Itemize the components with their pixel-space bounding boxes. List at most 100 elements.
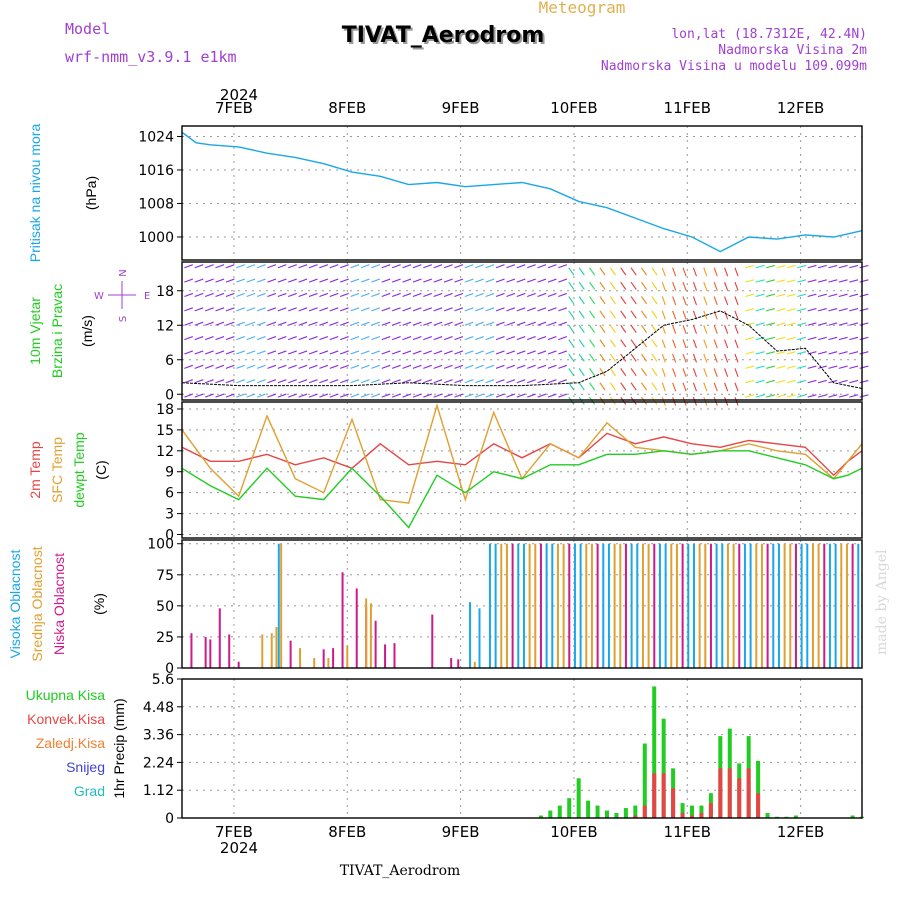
cloud-bar bbox=[209, 639, 212, 668]
wind-barb bbox=[319, 264, 329, 269]
wind-barb bbox=[609, 396, 616, 405]
wind-barb bbox=[464, 393, 474, 398]
wind-barb bbox=[215, 393, 225, 398]
ylabel: 2m Temp bbox=[27, 441, 43, 499]
panel-frame bbox=[181, 678, 863, 819]
wind-barb bbox=[204, 307, 214, 312]
wind-barb bbox=[599, 339, 606, 348]
wind-barb bbox=[745, 336, 755, 341]
bottom-date-tick: 11FEB bbox=[664, 823, 711, 841]
wind-barb bbox=[277, 350, 287, 355]
wind-barb bbox=[402, 336, 412, 341]
wind-barb bbox=[475, 364, 484, 369]
ytick-label: 9 bbox=[165, 465, 174, 481]
wind-barb bbox=[682, 296, 687, 306]
cloud-bar bbox=[721, 543, 724, 668]
cloud-bar bbox=[664, 543, 667, 668]
cloud-bar bbox=[579, 543, 582, 668]
wind-barb bbox=[360, 292, 370, 298]
wind-barb bbox=[495, 307, 505, 312]
wind-barb bbox=[360, 321, 370, 326]
wind-speed-line bbox=[181, 310, 863, 389]
wind-barb bbox=[724, 310, 729, 320]
cloud-bar bbox=[698, 543, 701, 668]
wind-barb bbox=[236, 393, 245, 398]
ytick-label: 12 bbox=[156, 318, 174, 334]
wind-barb bbox=[319, 364, 329, 369]
wind-barb bbox=[838, 322, 848, 326]
wind-barb bbox=[817, 264, 827, 269]
wind-barb bbox=[599, 368, 606, 377]
cloud-bar bbox=[783, 543, 786, 668]
wind-barb bbox=[506, 393, 516, 398]
wind-barb bbox=[423, 292, 432, 298]
precip-bar bbox=[652, 686, 657, 818]
wind-barb bbox=[246, 350, 256, 355]
ylabel: Srednja Oblacnost bbox=[29, 546, 45, 661]
wind-barb bbox=[402, 321, 412, 326]
wind-barb bbox=[204, 278, 214, 283]
wind-barb bbox=[506, 350, 516, 355]
wind-barb bbox=[360, 336, 370, 341]
wind-barb bbox=[225, 307, 235, 312]
wind-barb bbox=[672, 339, 677, 349]
wind-barb bbox=[755, 279, 765, 283]
wind-barb bbox=[267, 364, 277, 369]
wind-barb bbox=[516, 350, 526, 355]
bottom-date-tick: 9FEB bbox=[442, 823, 480, 841]
wind-barb bbox=[527, 350, 536, 355]
wind-barb bbox=[849, 279, 859, 283]
cloud-bar bbox=[313, 658, 316, 668]
wind-barb bbox=[609, 353, 616, 362]
wind-barb bbox=[391, 379, 401, 384]
wind-barb bbox=[433, 393, 443, 398]
wind-barb bbox=[298, 307, 308, 312]
precip-bar bbox=[699, 813, 704, 818]
wind-barb bbox=[661, 382, 666, 392]
wind-barb bbox=[703, 281, 708, 291]
wind-barb bbox=[433, 264, 443, 269]
wind-barb bbox=[516, 336, 526, 341]
ytick-label: 0 bbox=[165, 387, 174, 403]
wind-barb bbox=[599, 324, 606, 333]
wind-barb bbox=[578, 368, 585, 377]
wind-barb bbox=[547, 264, 557, 269]
wind-barb bbox=[319, 321, 329, 326]
year-top: 2024 bbox=[220, 86, 258, 104]
watermark: made by Angel bbox=[874, 549, 890, 655]
wind-barb bbox=[256, 393, 266, 398]
bottom-date-tick: 8FEB bbox=[328, 823, 366, 841]
wind-barb bbox=[475, 278, 484, 283]
wind-barb bbox=[765, 365, 775, 369]
panel-1: 0 6 12 18 10m Vjetar Brzina i Pravac (m/s) N S W E bbox=[27, 261, 869, 406]
wind-barb bbox=[672, 353, 677, 363]
elevation: Nadmorska Visina 2m bbox=[718, 43, 867, 58]
wind-barb bbox=[734, 310, 739, 320]
wind-barb bbox=[215, 278, 225, 283]
wind-barb bbox=[246, 307, 256, 312]
cloud-bar bbox=[789, 543, 792, 668]
wind-barb bbox=[423, 393, 432, 398]
wind-barb bbox=[288, 336, 297, 341]
wind-barb bbox=[204, 393, 214, 398]
wind-barb bbox=[537, 292, 547, 298]
wind-barb bbox=[578, 396, 585, 405]
wind-barb bbox=[246, 292, 256, 298]
ytick-label: 1000 bbox=[138, 230, 174, 246]
wind-barb bbox=[859, 351, 869, 355]
wind-barb bbox=[589, 281, 596, 290]
wind-barb bbox=[402, 350, 412, 355]
wind-barb bbox=[797, 394, 807, 398]
wind-barb bbox=[412, 379, 422, 384]
wind-barb bbox=[558, 336, 568, 341]
wind-barb bbox=[423, 321, 432, 326]
wind-barb bbox=[308, 336, 318, 341]
wind-barb bbox=[319, 336, 329, 341]
precip-bar bbox=[718, 768, 723, 818]
cloud-bar bbox=[726, 543, 729, 668]
wind-barb bbox=[454, 264, 464, 269]
wind-barb bbox=[485, 278, 495, 283]
wind-barb bbox=[672, 310, 677, 320]
footer-station: TIVAT_Aerodrom bbox=[340, 863, 461, 879]
wind-barb bbox=[682, 368, 687, 378]
